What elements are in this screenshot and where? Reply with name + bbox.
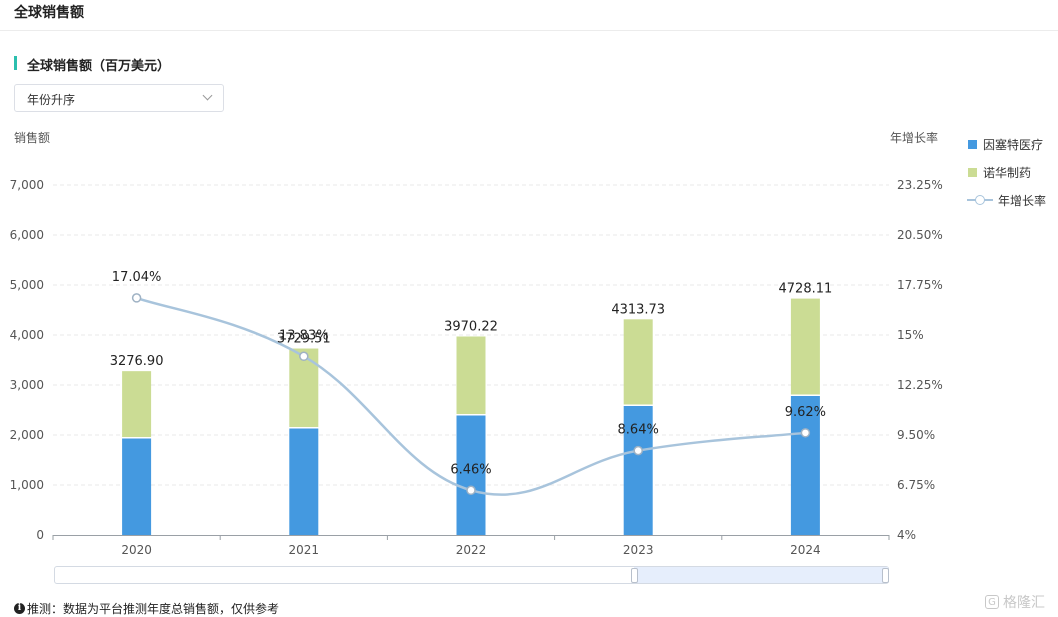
x-tick-label: 2024 — [790, 543, 821, 557]
legend-item-growth-rate[interactable]: 年增长率 — [967, 186, 1047, 214]
bar-novartis — [122, 371, 152, 437]
growth-rate-label: 6.46% — [450, 462, 491, 477]
y2-tick-label: 6.75% — [897, 478, 935, 492]
bar-incyte — [790, 396, 820, 535]
x-tick-label: 2020 — [121, 543, 152, 557]
total-label: 3970.22 — [444, 319, 498, 334]
y-tick-label: 3,000 — [10, 378, 44, 392]
data-zoom-left-handle[interactable] — [631, 568, 638, 583]
bar-incyte — [122, 438, 152, 535]
sort-order-select[interactable]: 年份升序 — [14, 84, 224, 112]
legend-item-novartis[interactable]: 诺华制药 — [968, 158, 1046, 186]
bar-novartis — [456, 336, 486, 414]
y2-tick-label: 15% — [897, 328, 924, 342]
y2-axis-title: 年增长率 — [890, 130, 938, 145]
section-accent-bar — [14, 56, 17, 70]
page-title: 全球销售额 — [14, 5, 84, 21]
growth-rate-label: 17.04% — [112, 270, 162, 285]
y-tick-label: 4,000 — [10, 328, 44, 342]
legend-label-growth-rate: 年增长率 — [998, 193, 1047, 208]
legend-swatch-novartis — [968, 167, 977, 177]
watermark-logo-icon: G — [985, 595, 999, 609]
chart-legend: 因塞特医疗 诺华制药 年增长率 — [967, 130, 1047, 214]
x-tick-label: 2023 — [623, 543, 654, 557]
y2-tick-label: 9.50% — [897, 428, 935, 442]
y2-tick-label: 4% — [897, 528, 916, 542]
data-zoom-slider[interactable] — [54, 566, 889, 584]
y2-tick-label: 23.25% — [897, 178, 943, 192]
y-axis-title: 销售额 — [14, 130, 50, 145]
x-tick-label: 2021 — [289, 543, 320, 557]
legend-label-novartis: 诺华制药 — [983, 165, 1032, 180]
total-label: 4728.11 — [779, 282, 833, 297]
total-label: 3276.90 — [110, 354, 164, 369]
bar-novartis — [790, 298, 820, 395]
growth-rate-point — [131, 293, 142, 303]
bar-incyte — [623, 406, 653, 535]
bar-novartis — [623, 319, 653, 405]
data-zoom-selected-range[interactable] — [634, 567, 888, 583]
growth-rate-label: 13.83% — [279, 328, 329, 343]
watermark: G 格隆汇 — [985, 592, 1045, 612]
y2-tick-label: 20.50% — [897, 228, 943, 242]
watermark-text: 格隆汇 — [1003, 595, 1045, 611]
y-tick-label: 0 — [36, 528, 44, 542]
footnote: i 推测：数据为平台推测年度总销售额，仅供参考 — [14, 600, 279, 617]
sort-order-value: 年份升序 — [27, 93, 76, 107]
growth-rate-line — [136, 296, 806, 496]
total-label: 3729.51 — [277, 332, 331, 347]
x-tick-label: 2022 — [456, 543, 487, 557]
growth-rate-label: 8.64% — [618, 423, 659, 438]
y-tick-label: 1,000 — [10, 478, 44, 492]
header-divider — [0, 30, 1058, 31]
growth-rate-point — [800, 428, 811, 438]
bar-incyte — [289, 428, 319, 535]
y-tick-label: 2,000 — [10, 428, 44, 442]
growth-rate-label: 9.62% — [785, 405, 826, 420]
y-tick-label: 6,000 — [10, 228, 44, 242]
total-label: 4313.73 — [611, 302, 665, 317]
info-icon: i — [14, 603, 25, 614]
y-tick-label: 5,000 — [10, 278, 44, 292]
y2-tick-label: 17.75% — [897, 278, 943, 292]
data-zoom-right-handle[interactable] — [882, 568, 889, 583]
y2-tick-label: 12.25% — [897, 378, 943, 392]
legend-label-incyte: 因塞特医疗 — [983, 137, 1044, 152]
legend-line-icon — [967, 195, 993, 205]
legend-swatch-incyte — [968, 139, 977, 149]
footnote-text: 推测：数据为平台推测年度总销售额，仅供参考 — [27, 602, 280, 616]
y-tick-label: 7,000 — [10, 178, 44, 192]
section-title: 全球销售额（百万美元） — [27, 59, 171, 74]
bar-incyte — [456, 415, 486, 535]
growth-rate-point — [299, 351, 309, 362]
growth-rate-point — [466, 485, 476, 496]
legend-item-incyte[interactable]: 因塞特医疗 — [968, 130, 1046, 158]
growth-rate-point — [633, 445, 643, 456]
